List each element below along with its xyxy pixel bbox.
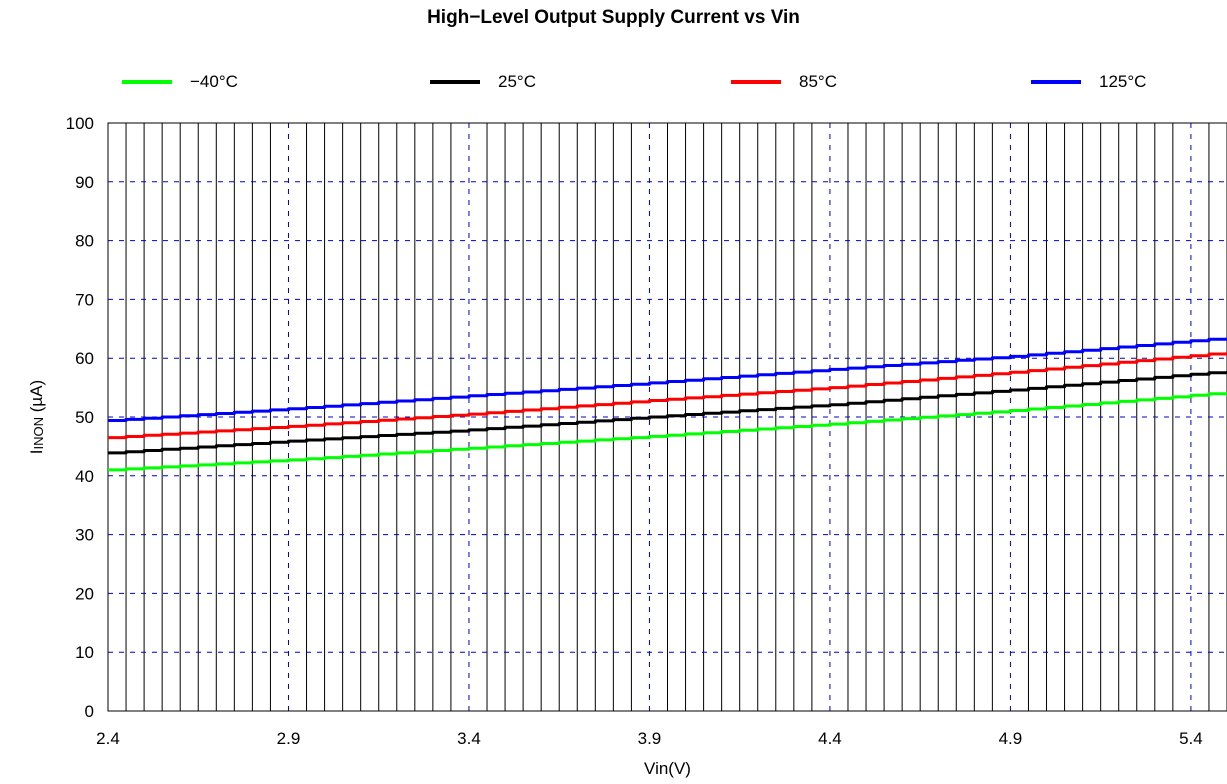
- x-tick-label: 3.4: [457, 729, 481, 748]
- legend-item-minus40: −40°C: [122, 72, 238, 92]
- series-line-0: [108, 392, 1227, 472]
- legend-label-125: 125°C: [1099, 72, 1147, 91]
- x-tick-label: 3.9: [638, 729, 662, 748]
- x-tick-label: 4.9: [999, 729, 1023, 748]
- x-tick-label: 4.4: [818, 729, 842, 748]
- y-axis-title-unit: (µA): [27, 380, 46, 417]
- x-axis-ticks: 2.4 2.9 3.4 3.9 4.4 4.9 5.4: [96, 729, 1203, 748]
- y-tick-label: 100: [66, 114, 94, 133]
- series-layer: [108, 337, 1227, 472]
- x-tick-label: 5.4: [1179, 729, 1203, 748]
- legend-swatch-25: [430, 80, 480, 84]
- y-tick-label: 20: [75, 584, 94, 603]
- series-line-2: [108, 352, 1227, 440]
- y-axis-title-sub: INON: [31, 417, 46, 450]
- legend-label-minus40: −40°C: [190, 72, 238, 91]
- legend-item-25: 25°C: [430, 72, 536, 92]
- x-axis-title: Vin(V): [644, 759, 691, 778]
- y-tick-label: 10: [75, 643, 94, 662]
- y-tick-label: 30: [75, 526, 94, 545]
- y-tick-label: 70: [75, 290, 94, 309]
- legend: −40°C 25°C 85°C 125°C: [0, 72, 1227, 102]
- y-axis-title-main: I: [27, 449, 46, 454]
- y-axis-ticks: 0 10 20 30 40 50 60 70 80 90 100: [66, 114, 94, 721]
- legend-swatch-125: [1031, 80, 1081, 84]
- plot-frame: [107, 122, 1227, 712]
- y-tick-label: 0: [85, 702, 94, 721]
- legend-label-25: 25°C: [498, 72, 536, 91]
- series-line-3: [108, 337, 1227, 422]
- x-tick-label: 2.4: [96, 729, 120, 748]
- legend-swatch-minus40: [122, 80, 172, 84]
- y-tick-label: 50: [75, 408, 94, 427]
- y-tick-label: 90: [75, 173, 94, 192]
- chart-title: High−Level Output Supply Current vs Vin: [427, 7, 800, 28]
- y-tick-label: 60: [75, 349, 94, 368]
- y-axis-title: IINON (µA): [27, 380, 46, 454]
- y-tick-label: 40: [75, 467, 94, 486]
- legend-item-125: 125°C: [1031, 72, 1146, 92]
- y-tick-label: 80: [75, 232, 94, 251]
- legend-swatch-85: [731, 80, 781, 84]
- series-line-1: [108, 371, 1227, 455]
- legend-item-85: 85°C: [731, 72, 837, 92]
- legend-label-85: 85°C: [799, 72, 837, 91]
- x-tick-label: 2.9: [277, 729, 301, 748]
